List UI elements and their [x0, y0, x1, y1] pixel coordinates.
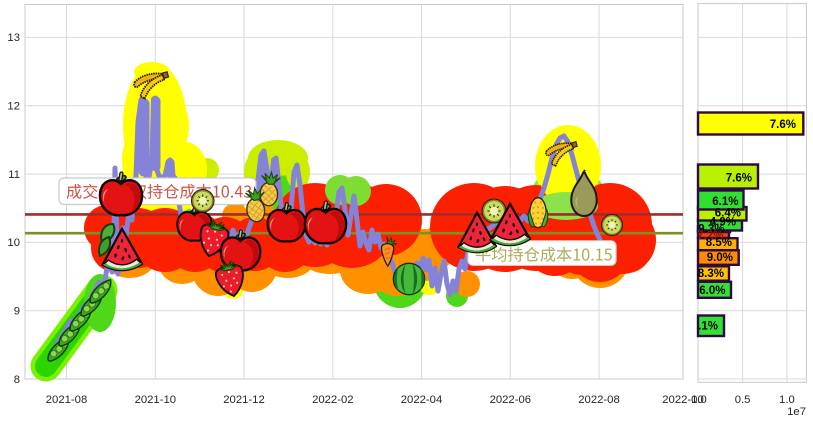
- svg-text:2022-06: 2022-06: [490, 394, 531, 406]
- svg-text:6.0%: 6.0%: [699, 285, 725, 297]
- svg-text:2022-08: 2022-08: [578, 394, 619, 406]
- svg-text:0.0: 0.0: [691, 394, 707, 406]
- svg-text:.1%: .1%: [698, 321, 718, 333]
- svg-text:4.9%: 4.9%: [710, 217, 736, 229]
- svg-text:2022-10: 2022-10: [662, 394, 703, 406]
- svg-text:1e7: 1e7: [787, 406, 806, 418]
- svg-text:2021-08: 2021-08: [46, 394, 87, 406]
- svg-text:0.5: 0.5: [735, 394, 751, 406]
- svg-text:2022-02: 2022-02: [312, 394, 353, 406]
- svg-text:7.6%: 7.6%: [770, 119, 796, 131]
- svg-text:8.3%: 8.3%: [698, 268, 724, 280]
- svg-text:2021-12: 2021-12: [223, 394, 264, 406]
- svg-text:9.0%: 9.0%: [707, 252, 733, 264]
- svg-text:8: 8: [14, 374, 20, 386]
- svg-text:6.1%: 6.1%: [712, 196, 738, 208]
- svg-text:2021-10: 2021-10: [135, 394, 176, 406]
- svg-text:13: 13: [7, 32, 20, 44]
- svg-text:9: 9: [14, 306, 20, 318]
- svg-text:7.2%: 7.2%: [697, 230, 723, 242]
- svg-text:6.4%: 6.4%: [715, 208, 741, 220]
- svg-text:2022-04: 2022-04: [401, 394, 442, 406]
- svg-text:9.3%: 9.3%: [698, 224, 724, 236]
- svg-text:7.6%: 7.6%: [726, 173, 752, 185]
- svg-text:11: 11: [8, 169, 20, 181]
- svg-text:1.0: 1.0: [779, 394, 795, 406]
- svg-text:12: 12: [7, 101, 20, 113]
- svg-text:8.5%: 8.5%: [706, 237, 732, 249]
- svg-text:10: 10: [7, 237, 20, 249]
